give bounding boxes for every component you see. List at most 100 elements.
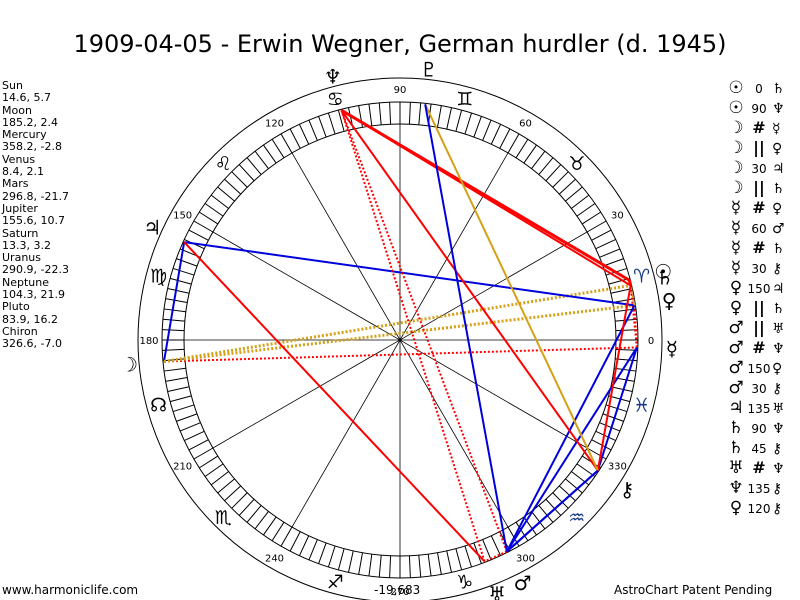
aspect-row: ♀ 120 ⚷: [726, 498, 800, 518]
aspect-row: ♄ 90 ♆: [726, 418, 800, 438]
aspect-line: [163, 283, 631, 363]
degree-tick: [204, 463, 224, 477]
aspect-type: 150: [747, 362, 771, 376]
degree-tick: [558, 485, 576, 502]
degree-tick: [327, 112, 336, 135]
degree-tick: [199, 211, 219, 225]
aspect-planet-2: ♆: [772, 461, 785, 477]
aspect-planet-2: ♀: [772, 141, 783, 157]
zodiac-sign-icon: ♊: [456, 89, 473, 111]
degree-tick: [298, 124, 310, 145]
degree-tick: [446, 550, 453, 573]
degree-tick: [318, 542, 327, 564]
zodiac-sign-icon: ♈: [633, 265, 650, 287]
degree-tick: [246, 157, 262, 175]
planet-name: Moon: [2, 103, 32, 117]
degree-tick: [437, 105, 442, 128]
aspect-line: [424, 104, 508, 552]
degree-tick: [298, 535, 310, 556]
aspect-planet-1: ♂: [728, 358, 744, 378]
planet-coords: 104.3, 21.9: [2, 288, 65, 302]
degree-tick: [167, 287, 190, 294]
degree-label: 0: [648, 336, 654, 347]
aspect-row: ☉ 90 ♆: [726, 98, 800, 118]
aspect-planet-2: ⚷: [772, 381, 783, 397]
mars-glyph-icon: ♂: [514, 571, 532, 595]
aspect-planet-2: ♆: [772, 101, 785, 117]
degree-tick: [482, 119, 492, 141]
degree-tick: [169, 395, 192, 403]
degree-tick: [418, 102, 422, 125]
aspect-type: 30: [751, 262, 767, 276]
planet-name: Neptune: [2, 275, 50, 289]
aspect-type: 90: [751, 102, 767, 116]
degree-label: 150: [173, 211, 192, 222]
degree-label: 240: [265, 553, 284, 564]
planet-name: Jupiter: [2, 201, 38, 215]
aspect-row: ☽ # ☿: [726, 118, 800, 138]
planet-coords: 14.6, 5.7: [2, 91, 51, 105]
degree-tick: [408, 102, 411, 125]
aspect-planet-1: ☿: [730, 218, 742, 238]
aspect-type: 150: [747, 282, 771, 296]
aspect-row: ♂ 30 ⚷: [726, 378, 800, 398]
aspect-type: #: [752, 198, 766, 217]
degree-tick: [337, 109, 345, 132]
degree-tick: [368, 103, 373, 126]
center-value: -19,683: [374, 583, 421, 597]
degree-tick: [184, 430, 205, 442]
degree-label: 270: [390, 587, 409, 598]
credit-text: AstroChart Patent Pending: [614, 583, 773, 597]
degree-tick: [172, 404, 195, 413]
degree-tick: [199, 455, 219, 469]
zodiac-sign-icon: ♓: [633, 395, 650, 417]
degree-tick: [378, 555, 382, 578]
aspect-line: [506, 346, 638, 553]
degree-tick: [538, 505, 554, 523]
aspect-row: ☿ 30 ⚷: [726, 258, 800, 278]
zodiac-sign-icon: ☊: [150, 395, 167, 417]
aspect-planet-1: ☉: [728, 78, 744, 98]
planet-coords: 296.8, -21.7: [2, 189, 69, 203]
aspect-type: 30: [751, 162, 767, 176]
degree-tick: [271, 139, 285, 159]
zodiac-sign-icon: ♍: [150, 265, 167, 287]
planet-coords: 13.3, 3.2: [2, 238, 51, 252]
degree-tick: [167, 386, 190, 393]
aspect-planet-1: ♀: [729, 298, 743, 318]
degree-tick: [238, 498, 255, 516]
planet-name: Venus: [2, 152, 36, 166]
degree-tick: [558, 178, 576, 195]
degree-tick: [162, 318, 185, 322]
degree-tick: [179, 422, 201, 432]
degree-tick: [378, 102, 382, 125]
degree-label: 90: [394, 85, 407, 96]
degree-label: 300: [516, 553, 535, 564]
degree-tick: [217, 478, 235, 494]
aspect-planet-2: ♆: [772, 421, 785, 437]
aspect-row: ♂ 150 ♀: [726, 358, 800, 378]
degree-tick: [586, 220, 607, 233]
aspect-planet-2: ♄: [772, 241, 785, 257]
degree-tick: [238, 164, 255, 182]
aspect-row: ☉ 0 ♄: [726, 78, 800, 98]
planet-coords: 155.6, 10.7: [2, 214, 65, 228]
jupiter-glyph-icon: ♃: [143, 216, 161, 240]
degree-tick: [318, 116, 327, 138]
aspect-line: [340, 110, 486, 562]
aspect-planet-2: ♄: [772, 181, 785, 197]
aspect-planet-2: ♆: [772, 341, 785, 357]
planet-coords: 8.4, 2.1: [2, 165, 44, 179]
aspect-type: 45: [751, 442, 767, 456]
aspect-type: ||: [753, 178, 765, 197]
planet-name: Pluto: [2, 300, 30, 314]
website-link[interactable]: www.harmoniclife.com: [2, 583, 139, 597]
aspect-line: [596, 285, 632, 471]
aspect-planet-1: ♃: [728, 398, 744, 418]
aspect-row: ♄ 45 ⚷: [726, 438, 800, 458]
aspect-planet-1: ♂: [728, 318, 744, 338]
aspect-planet-1: ☽: [728, 178, 744, 198]
aspect-planet-2: ⚷: [772, 481, 783, 497]
aspect-row: ♂ # ♆: [726, 338, 800, 358]
